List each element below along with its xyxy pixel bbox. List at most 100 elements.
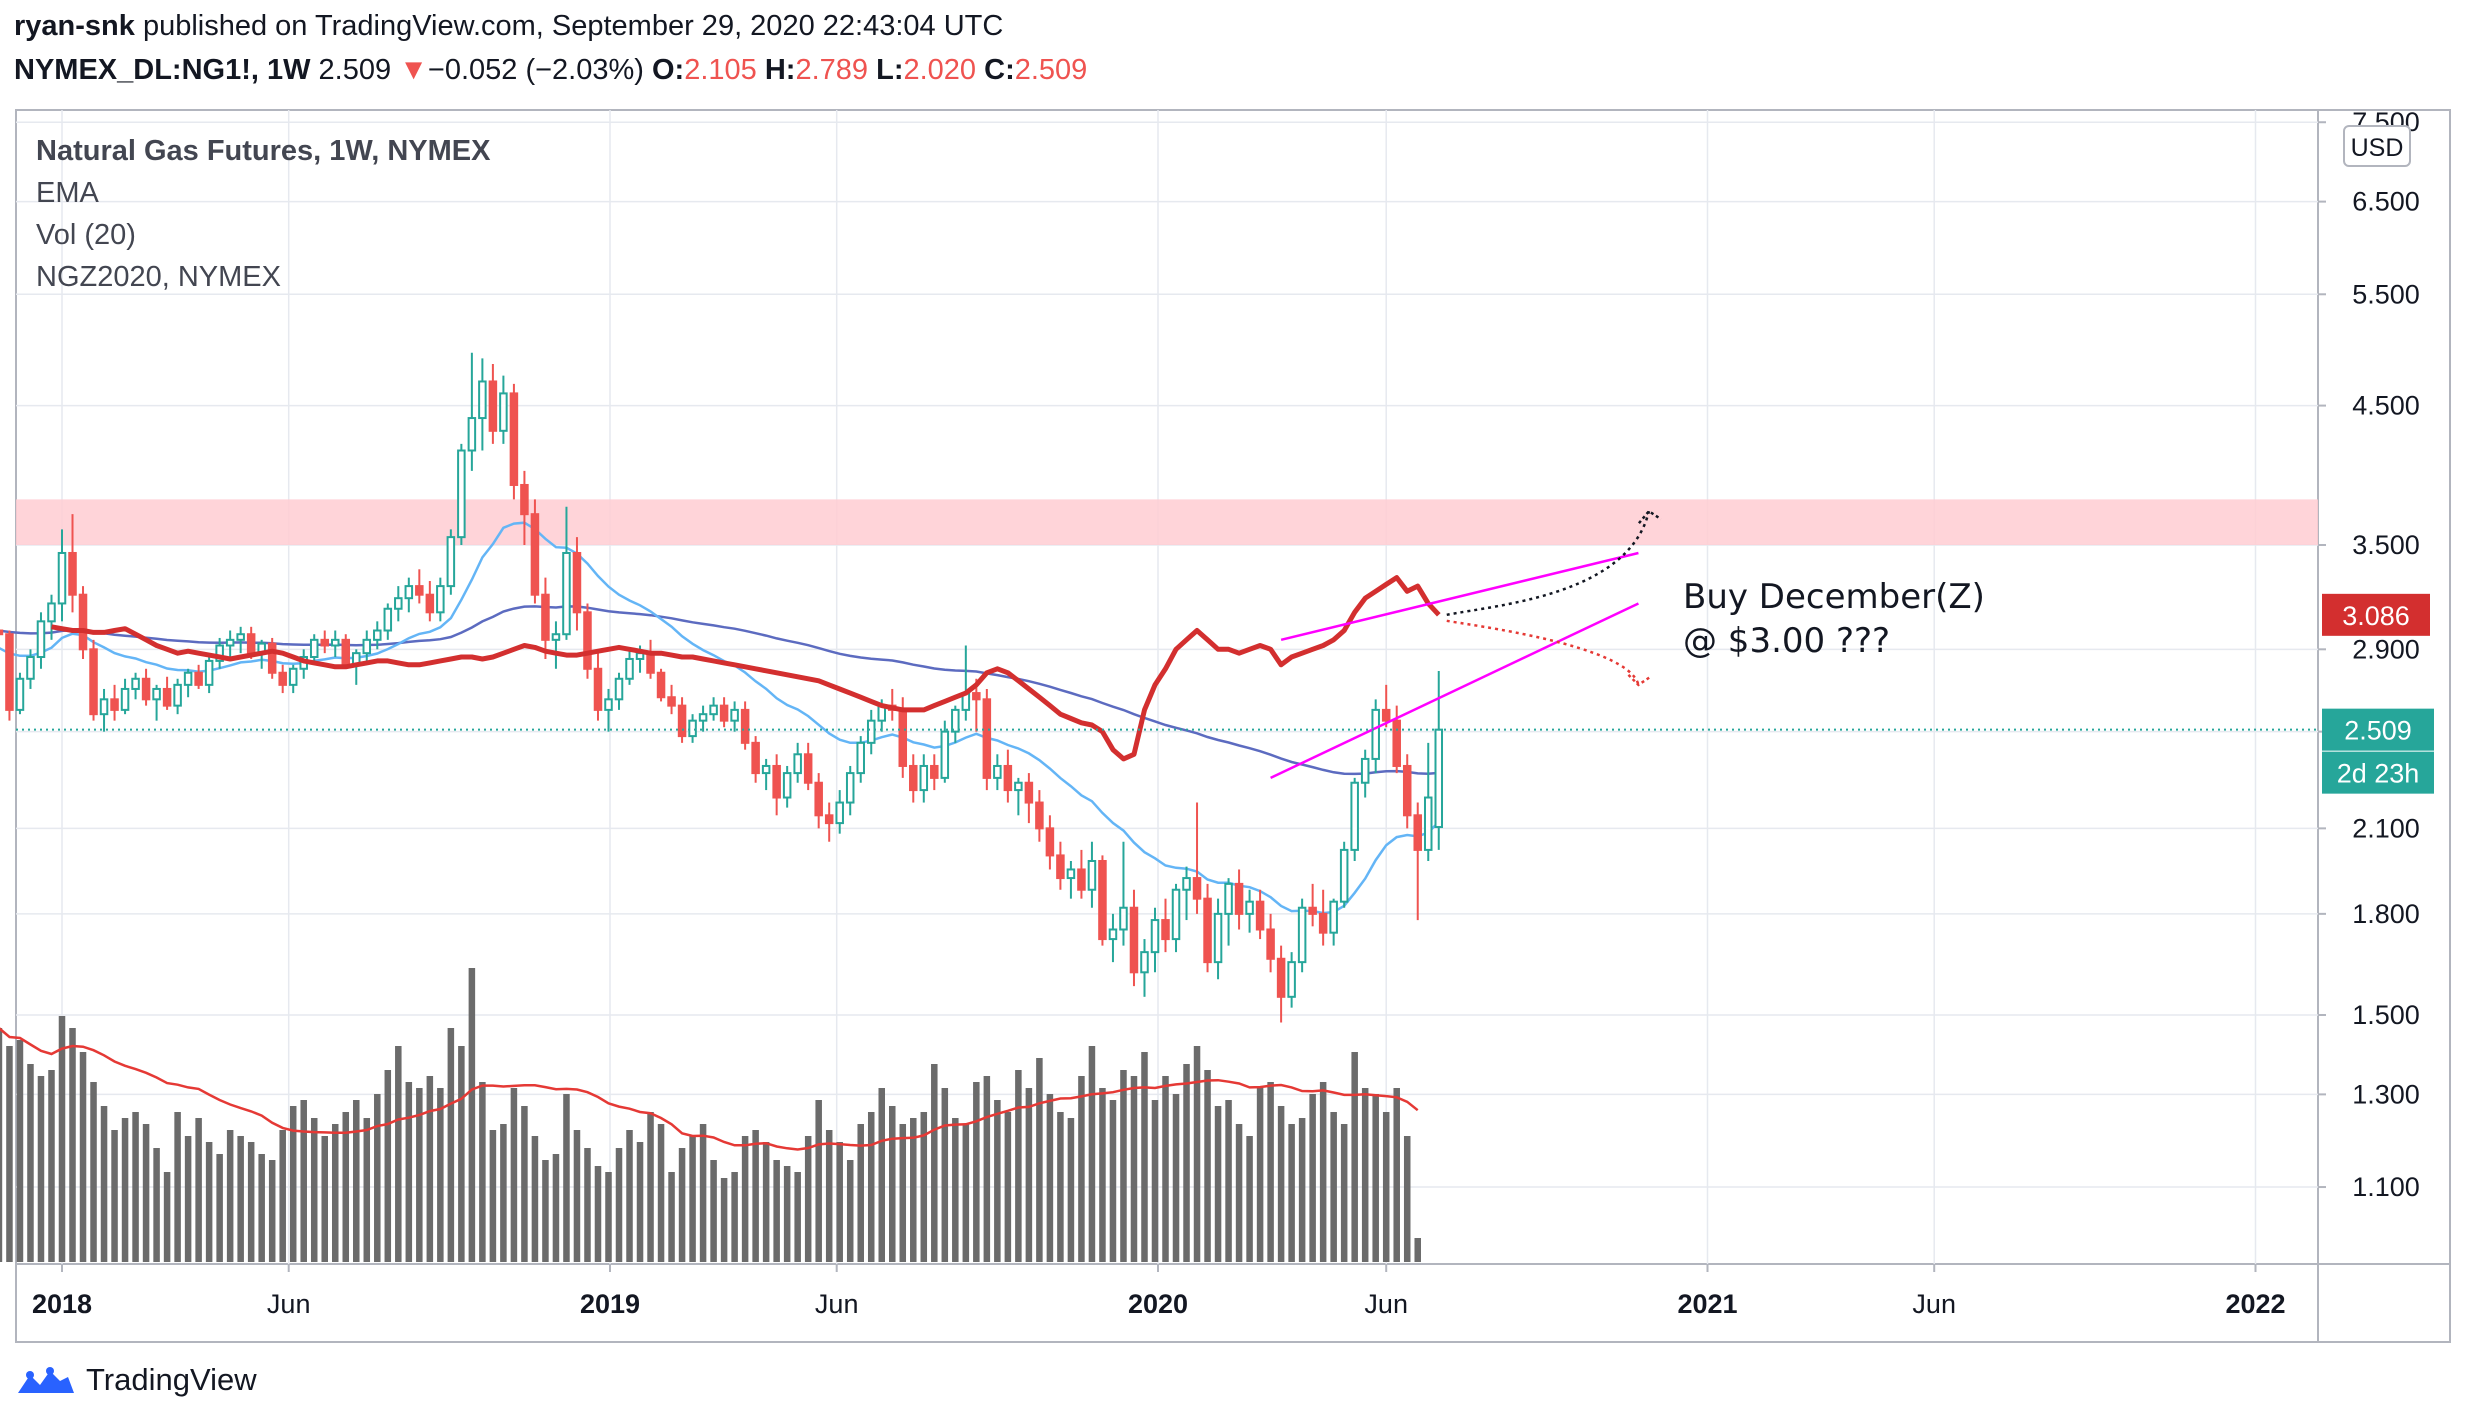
currency-label: USD (2351, 134, 2404, 162)
volume-bar (1015, 1070, 1022, 1262)
volume-bar (594, 1166, 602, 1262)
candle-body (698, 713, 708, 722)
candle-body (951, 708, 960, 733)
candle-body (415, 585, 424, 596)
price-tick-label: 5.500 (2352, 279, 2420, 309)
legend-volume[interactable]: Vol (20) (36, 219, 136, 251)
projection-down-arrow[interactable] (1446, 619, 1640, 686)
candle (278, 664, 287, 694)
volume-bar (384, 1070, 392, 1262)
volume-bar (804, 1136, 812, 1262)
candle (667, 684, 676, 715)
candle (1003, 749, 1013, 803)
channel-upper-line[interactable] (1280, 551, 1639, 642)
candle (1098, 855, 1107, 946)
candle-body (5, 633, 14, 711)
change-value: −0.052 (−2.03%) (427, 54, 644, 86)
candle (1045, 815, 1055, 870)
candle-body (614, 677, 624, 701)
candle (698, 705, 708, 732)
candle-body (972, 692, 981, 701)
volume-bar (1235, 1124, 1243, 1262)
volume-bar (689, 1136, 696, 1262)
candle-body (78, 593, 88, 651)
candle (625, 649, 634, 685)
volume-bar (878, 1088, 886, 1262)
volume-bar (395, 1046, 402, 1262)
volume-bar (1130, 1076, 1138, 1262)
candle (951, 705, 960, 743)
candle (152, 684, 161, 721)
candle-body (173, 683, 182, 707)
volume-bar (353, 1100, 360, 1262)
volume-bar (1099, 1088, 1106, 1262)
price-axis-labels: 7.5006.5005.5004.5003.5002.9002.5002.100… (2318, 107, 2420, 1202)
candle-body (782, 772, 792, 799)
volume-bar (1414, 1238, 1421, 1262)
trade-annotation[interactable]: Buy December(Z) @ $3.00 ??? (1683, 577, 1985, 661)
candle-body (446, 536, 456, 588)
volume-bar (1225, 1100, 1232, 1262)
close-label: C: (984, 54, 1015, 86)
volume-bar (552, 1154, 560, 1262)
volume-bar (1078, 1076, 1085, 1262)
volume-bar (678, 1148, 686, 1262)
volume-bar (310, 1118, 318, 1262)
projection-up-arrow[interactable] (1446, 510, 1651, 617)
volume-bar (636, 1142, 644, 1262)
tradingview-logo-icon (18, 1367, 74, 1393)
legend-ema[interactable]: EMA (36, 177, 100, 209)
low-label: L: (876, 54, 904, 86)
candle-body (530, 513, 540, 596)
volume-bar (48, 1070, 55, 1262)
candle-body (436, 585, 445, 614)
candle-body (1129, 906, 1139, 974)
brand-footer[interactable]: TradingView (16, 1362, 257, 1398)
volume-bar (1372, 1094, 1379, 1262)
volume-bar (216, 1154, 223, 1262)
candle-body (803, 753, 813, 784)
high-value: 2.789 (795, 54, 869, 86)
volume-bar (1046, 1094, 1054, 1262)
candle (499, 375, 508, 444)
volume-bar (1088, 1046, 1096, 1262)
volume-bar (605, 1172, 612, 1262)
time-tick-label: Jun (815, 1289, 859, 1319)
candle-body (362, 638, 372, 655)
volume-bar (836, 1142, 843, 1262)
candle-body (1045, 827, 1055, 857)
candle (1182, 866, 1191, 921)
last-price-value: 2.509 (2344, 716, 2412, 746)
candle-body (236, 633, 245, 641)
candle (845, 765, 855, 816)
volume-bar (542, 1160, 549, 1262)
volume-bar (132, 1112, 139, 1262)
time-tick-label: 2019 (580, 1289, 640, 1319)
price-tick-label: 2.900 (2352, 634, 2420, 664)
candle-body (793, 753, 802, 775)
candle-body (1434, 728, 1444, 829)
candle (225, 630, 235, 659)
legend-main-series[interactable]: Natural Gas Futures, 1W, NYMEX (36, 135, 491, 167)
publish-text: published on TradingView.com, September … (142, 10, 1004, 42)
candle (26, 649, 35, 689)
volume-bar (374, 1094, 381, 1262)
volume-bar (100, 1106, 108, 1262)
currency-badge[interactable]: USD (2343, 125, 2411, 167)
volume-bar (710, 1160, 717, 1262)
candle (1413, 802, 1422, 921)
price-tick-label: 1.800 (2352, 899, 2420, 929)
channel-lower-line[interactable] (1270, 602, 1639, 780)
volume-bar (1109, 1100, 1117, 1262)
volume-bar (174, 1112, 181, 1262)
volume-bar (1361, 1088, 1369, 1262)
volume-bar (699, 1124, 707, 1262)
candle (1150, 907, 1160, 973)
volume-bar (1172, 1094, 1180, 1262)
legend-ngz2020[interactable]: NGZ2020, NYMEX (36, 261, 281, 293)
author-name[interactable]: ryan-snk (14, 10, 135, 42)
price-tick-label: 4.500 (2352, 391, 2420, 421)
volume-bar (521, 1106, 528, 1262)
volume-bar (973, 1082, 980, 1262)
